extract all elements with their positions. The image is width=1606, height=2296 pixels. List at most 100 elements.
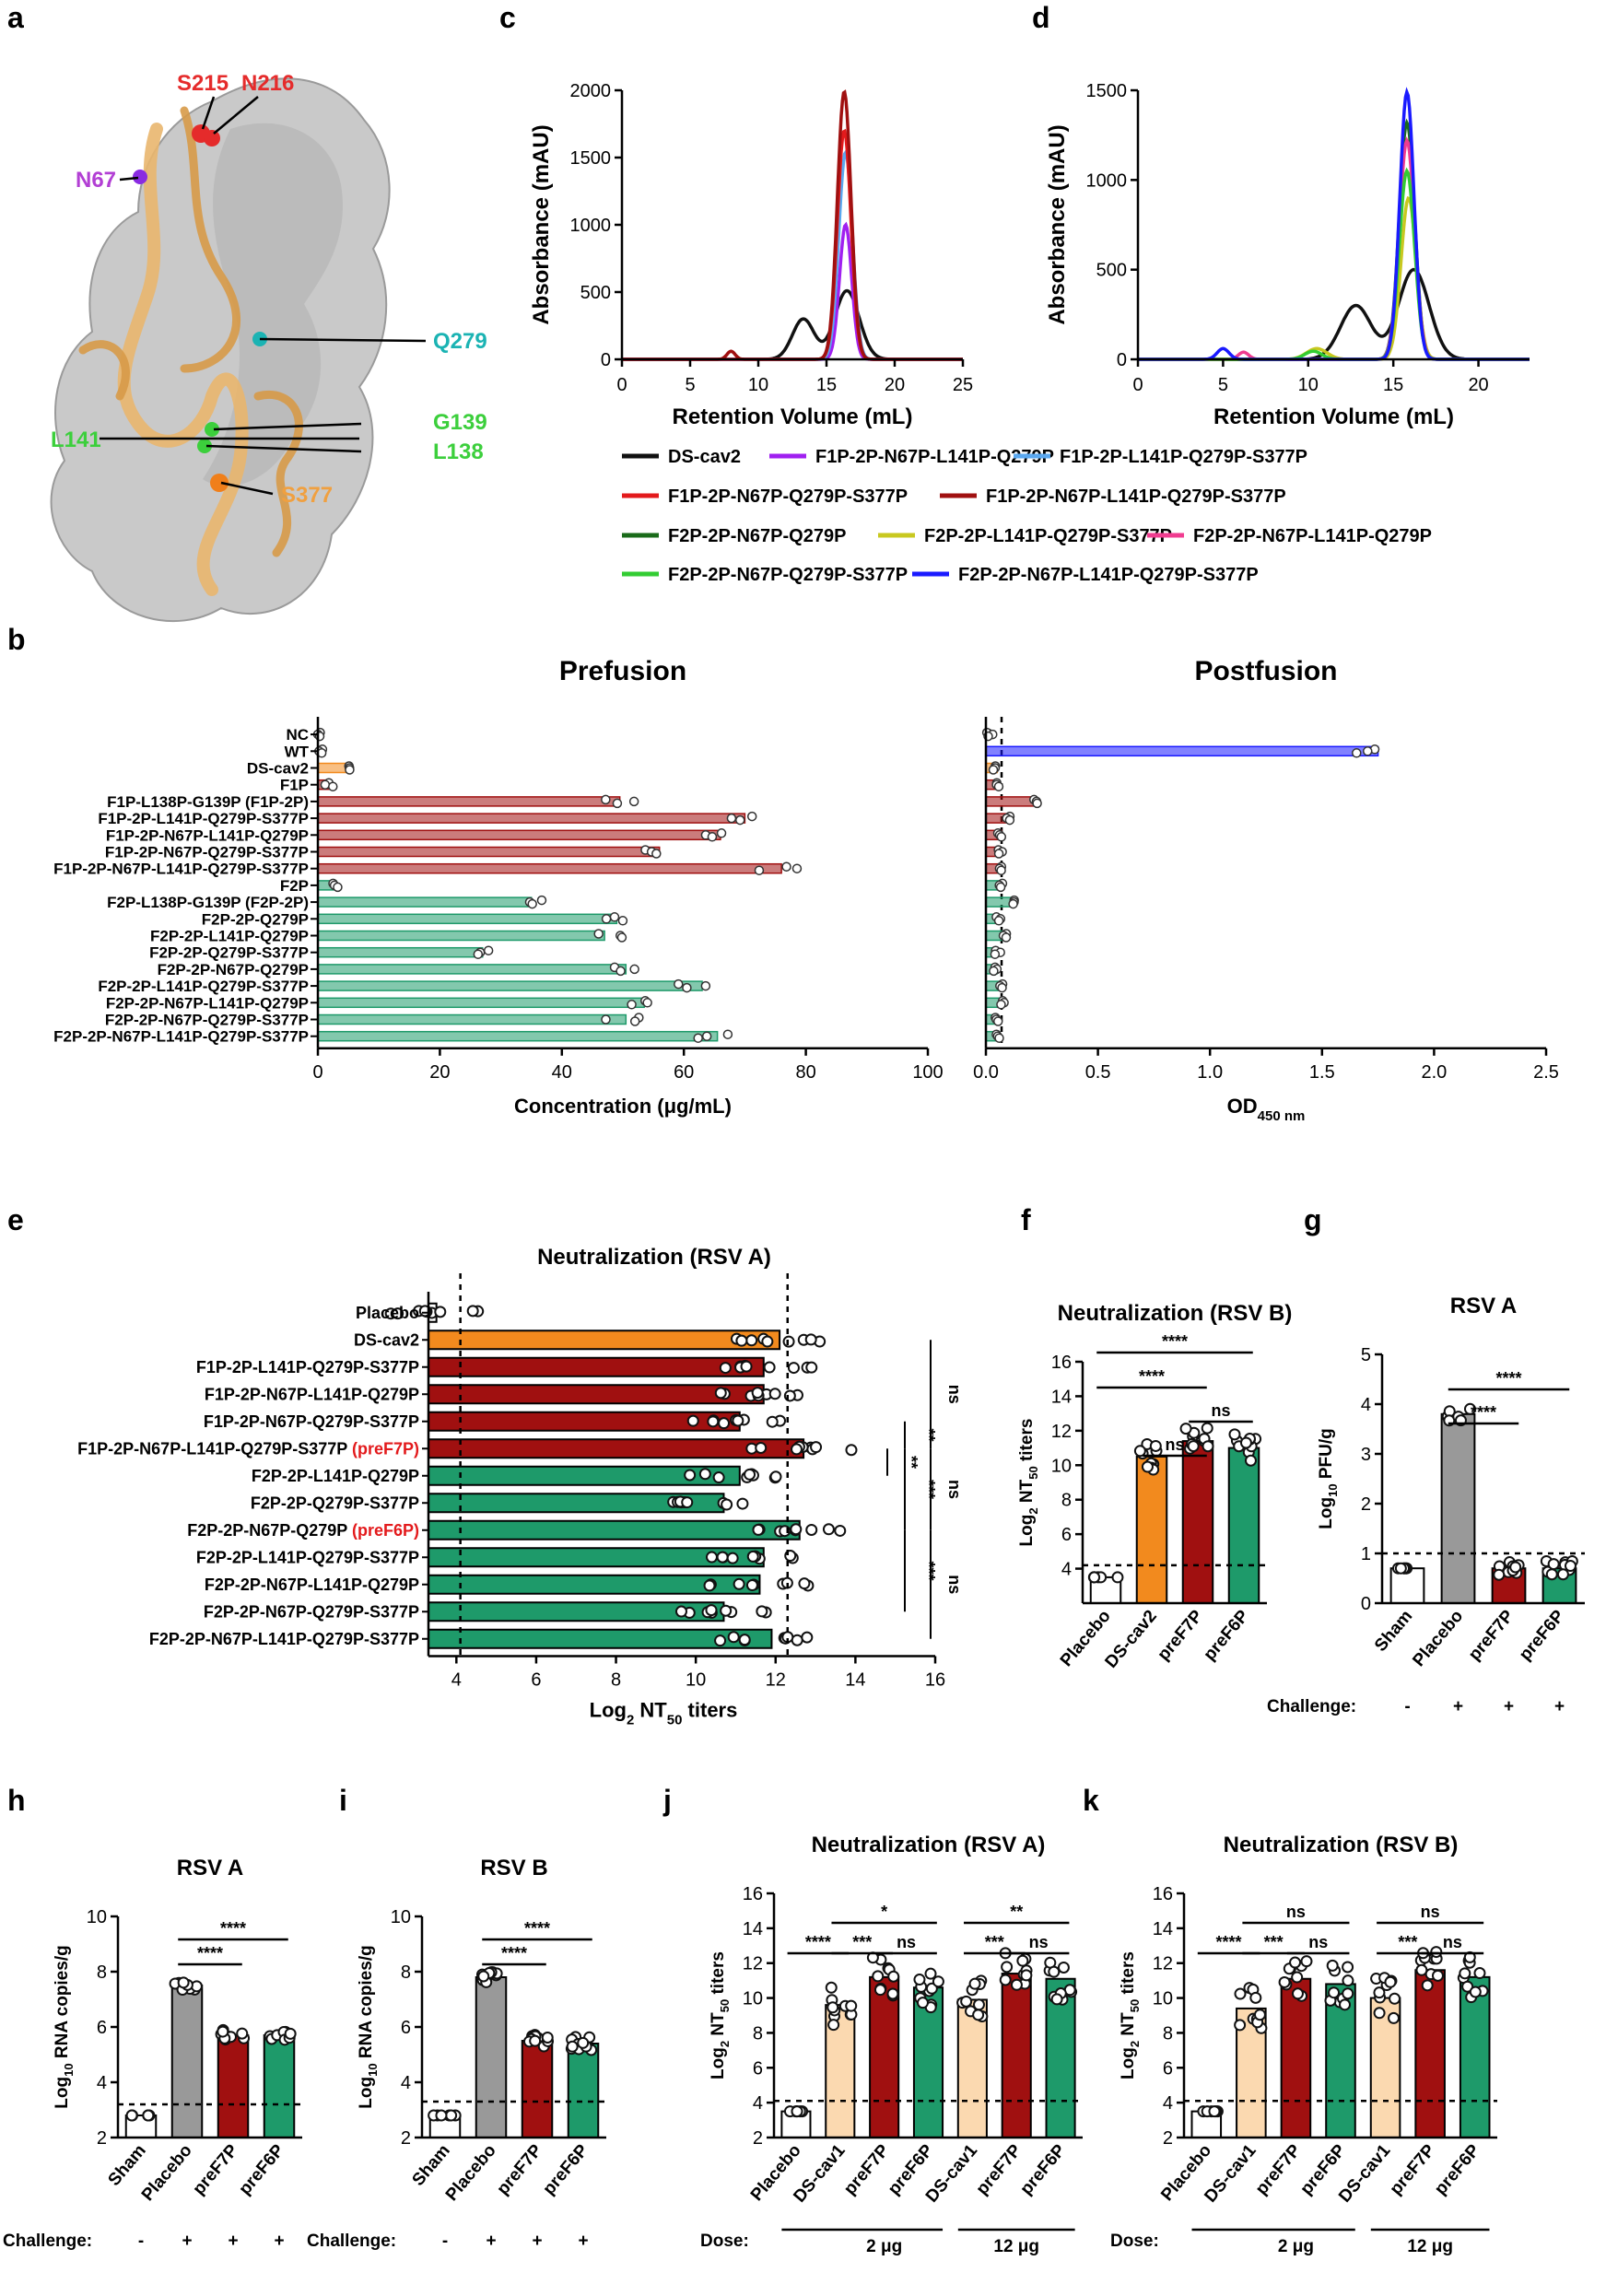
y-axis-label-part: Log: [53, 2077, 72, 2109]
y-axis-label: Absorbance (mAU): [1045, 124, 1070, 324]
challenge-label: Challenge:: [307, 2232, 396, 2251]
panel-letter-j: j: [662, 1784, 672, 1817]
data-point: [754, 865, 765, 875]
y-axis-label: Log2 NT50 titers: [1119, 1951, 1142, 2079]
data-point: [736, 1497, 749, 1510]
data-point: [845, 1999, 858, 2012]
category-label: F1P-2P-N67P-L141P-Q279P-S377P: [53, 861, 309, 878]
residue-label-q279: Q279: [433, 329, 487, 354]
data-point: [693, 1033, 703, 1043]
data-point: [1001, 1961, 1014, 1974]
data-point: [435, 2109, 448, 2122]
residue-n67-marker: [133, 170, 147, 184]
data-point: [932, 1975, 944, 1988]
challenge-sign: +: [274, 2232, 284, 2251]
bar: [170, 1985, 204, 2138]
y-tick-label: 6: [401, 2018, 411, 2038]
bar: [869, 1975, 900, 2139]
data-point: [798, 1577, 811, 1590]
chart-j-dose-rsva: Neutralization (RSV A)PlaceboDS-cav1preF…: [700, 1833, 1083, 2256]
category-label: F2P-2P-Q279P-S377P: [251, 1494, 419, 1512]
bar: [1001, 1973, 1032, 2139]
sec-legend: DS-cav2 F1P-2P-N67P-L141P-Q279P F1P-2P-L14…: [622, 447, 1432, 585]
x-axis-label: OD450 nm: [1227, 1095, 1306, 1124]
protein-structure: S215 N216 N67 Q279 G139 L141 L138 S377: [50, 71, 487, 622]
x-tick-label: 20: [885, 375, 905, 395]
data-point: [790, 1523, 803, 1536]
data-point: [1363, 746, 1373, 756]
sig-label: ns: [945, 1385, 964, 1404]
category-label: F1P-2P-N67P-Q279P-S377P: [105, 844, 309, 861]
y-tick-label: 4: [97, 2073, 107, 2093]
x-axis-label-part: 2: [627, 1713, 634, 1728]
x-tick-label: 0: [616, 375, 627, 395]
data-point: [791, 863, 803, 873]
sig-label: ****: [1495, 1369, 1521, 1388]
panel-letter-i: i: [339, 1784, 347, 1817]
category-label: F2P-2P-L141P-Q279P: [252, 1467, 419, 1485]
data-point: [787, 1362, 800, 1375]
data-point: [805, 1523, 818, 1536]
y-tick-label: 6: [1061, 1525, 1072, 1545]
data-point: [601, 794, 611, 805]
legend-label: DS-cav2: [668, 447, 741, 467]
data-point: [716, 1551, 729, 1564]
category-highlight: (preF6P): [352, 1521, 419, 1540]
data-point: [726, 813, 737, 824]
y-tick-label: 10: [1153, 1989, 1173, 2009]
residue-n216-marker: [204, 130, 220, 146]
trace-f2p-2p-n67p-l141p-q279p: [1138, 136, 1530, 361]
category-label: preF7P: [189, 2140, 242, 2198]
bar: [1227, 1447, 1260, 1604]
y-axis-label-part: Log: [709, 2047, 728, 2079]
y-axis-label-part: RNA copies/g: [357, 1945, 376, 2063]
y-tick-label: 2000: [570, 81, 612, 101]
category-label: Placebo: [1409, 1607, 1467, 1670]
data-point: [745, 1334, 758, 1347]
data-point: [727, 1631, 740, 1644]
sig-label: ns: [1029, 1933, 1049, 1951]
data-point: [746, 811, 757, 822]
pointer-g139: [213, 422, 362, 431]
data-point: [703, 1579, 716, 1592]
bar: [317, 930, 605, 942]
x-tick-label: 40: [552, 1062, 572, 1083]
bar: [1181, 1440, 1214, 1604]
bar: [317, 896, 533, 908]
category-label: F2P-2P-N67P-Q279P-S377P: [204, 1602, 419, 1621]
data-point: [1008, 898, 1018, 909]
data-point: [1208, 2105, 1221, 2118]
x-tick-label: 1.5: [1309, 1062, 1335, 1083]
residue-l138-marker: [197, 439, 212, 453]
sig-label: ns: [1165, 1435, 1184, 1454]
panel-letter-c: c: [499, 1, 516, 34]
y-tick-label: 2: [97, 2128, 107, 2149]
category-label: preF7P: [1386, 2140, 1439, 2198]
data-point: [1564, 1560, 1577, 1573]
data-point: [125, 2109, 138, 2122]
y-axis-label-part: 10: [62, 2063, 76, 2076]
sig-label: ns: [945, 1480, 964, 1499]
challenge-label: Challenge:: [1267, 1697, 1356, 1716]
data-point: [1328, 1986, 1341, 1999]
category-label: F2P-2P-N67P-L141P-Q279P-S377P: [53, 1028, 309, 1046]
y-tick-label: 6: [1163, 2058, 1173, 2079]
data-point: [1430, 1946, 1443, 1959]
data-point: [834, 1524, 847, 1537]
x-tick-label: 1.0: [1197, 1062, 1223, 1083]
x-tick-label: 0.0: [973, 1062, 999, 1083]
y-tick-label: 4: [401, 2073, 411, 2093]
x-tick-label: 8: [611, 1670, 621, 1691]
dose-value: 12 μg: [1407, 2237, 1453, 2256]
data-point: [746, 1550, 759, 1563]
sig-label: ****: [524, 1919, 550, 1938]
category-text: F2P-2P-N67P-Q279P: [187, 1521, 352, 1540]
category-label: F2P-2P-N67P-Q279P-S377P: [105, 1012, 309, 1029]
data-point: [791, 2105, 803, 2118]
data-point: [705, 1604, 718, 1617]
data-point: [1339, 1998, 1352, 2011]
category-label: F1P-2P-N67P-Q279P-S377P: [204, 1412, 419, 1431]
panel-letter-h: h: [7, 1784, 26, 1817]
chart-title: RSV A: [1450, 1294, 1517, 1318]
